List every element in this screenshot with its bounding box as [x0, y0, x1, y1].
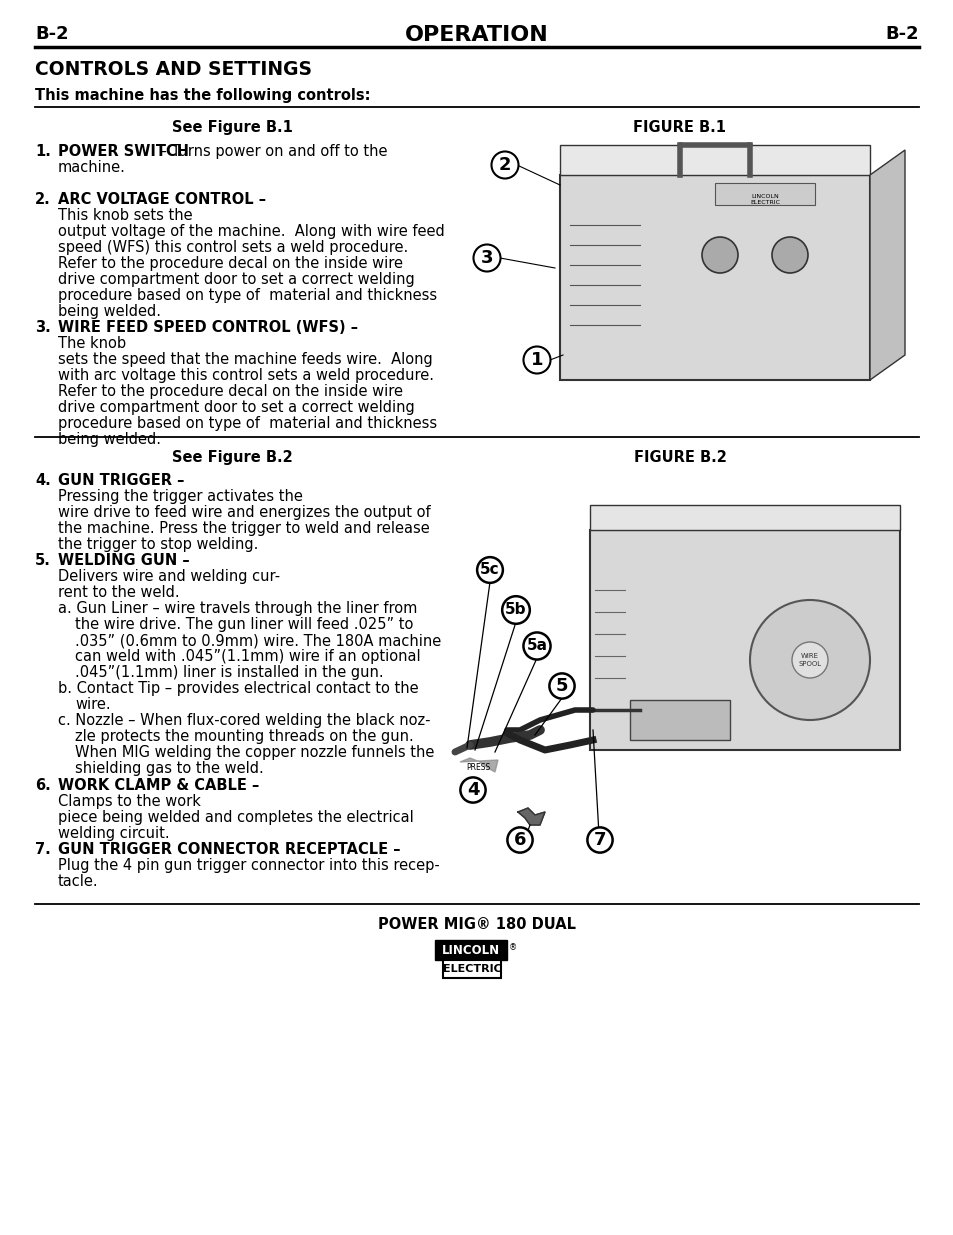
- Circle shape: [791, 642, 827, 678]
- Text: can weld with .045”(1.1mm) wire if an optional: can weld with .045”(1.1mm) wire if an op…: [75, 650, 420, 664]
- FancyBboxPatch shape: [559, 175, 869, 380]
- Text: the wire drive. The gun liner will feed .025” to: the wire drive. The gun liner will feed …: [75, 618, 413, 632]
- Text: rent to the weld.: rent to the weld.: [58, 585, 179, 600]
- Text: WIRE
SPOOL: WIRE SPOOL: [798, 653, 821, 667]
- Polygon shape: [459, 758, 497, 772]
- Text: b. Contact Tip – provides electrical contact to the: b. Contact Tip – provides electrical con…: [58, 680, 418, 697]
- Text: ELECTRIC: ELECTRIC: [442, 965, 501, 974]
- Text: B-2: B-2: [884, 25, 918, 43]
- Text: being welded.: being welded.: [58, 432, 161, 447]
- Text: OPERATION: OPERATION: [405, 25, 548, 44]
- Text: procedure based on type of  material and thickness: procedure based on type of material and …: [58, 288, 436, 303]
- Text: drive compartment door to set a correct welding: drive compartment door to set a correct …: [58, 272, 415, 287]
- Text: 5: 5: [556, 677, 568, 695]
- Text: zle protects the mounting threads on the gun.: zle protects the mounting threads on the…: [75, 729, 414, 743]
- Text: wire.: wire.: [75, 697, 111, 713]
- Text: CONTROLS AND SETTINGS: CONTROLS AND SETTINGS: [35, 61, 312, 79]
- Text: When MIG welding the copper nozzle funnels the: When MIG welding the copper nozzle funne…: [75, 745, 434, 760]
- FancyBboxPatch shape: [435, 940, 506, 960]
- FancyBboxPatch shape: [559, 144, 869, 175]
- Text: 7: 7: [593, 831, 605, 848]
- Circle shape: [749, 600, 869, 720]
- Text: 5.: 5.: [35, 553, 51, 568]
- Text: speed (WFS) this control sets a weld procedure.: speed (WFS) this control sets a weld pro…: [58, 240, 408, 254]
- Text: Pressing the trigger activates the: Pressing the trigger activates the: [58, 489, 302, 504]
- Circle shape: [771, 237, 807, 273]
- FancyBboxPatch shape: [442, 960, 500, 978]
- FancyBboxPatch shape: [629, 700, 729, 740]
- Text: GUN TRIGGER CONNECTOR RECEPTACLE –: GUN TRIGGER CONNECTOR RECEPTACLE –: [58, 842, 400, 857]
- Text: wire drive to feed wire and energizes the output of: wire drive to feed wire and energizes th…: [58, 505, 430, 520]
- Text: output voltage of the machine.  Along with wire feed: output voltage of the machine. Along wit…: [58, 224, 444, 240]
- Text: Clamps to the work: Clamps to the work: [58, 794, 201, 809]
- FancyBboxPatch shape: [589, 530, 899, 750]
- Text: FIGURE B.1: FIGURE B.1: [633, 120, 726, 135]
- FancyBboxPatch shape: [589, 505, 899, 530]
- Text: GUN TRIGGER –: GUN TRIGGER –: [58, 473, 184, 488]
- Text: 4: 4: [466, 781, 478, 799]
- Text: Delivers wire and welding cur-: Delivers wire and welding cur-: [58, 569, 280, 584]
- Text: WORK CLAMP & CABLE –: WORK CLAMP & CABLE –: [58, 778, 259, 793]
- Polygon shape: [517, 808, 544, 825]
- Text: LINCOLN
ELECTRIC: LINCOLN ELECTRIC: [749, 194, 780, 205]
- Text: with arc voltage this control sets a weld procedure.: with arc voltage this control sets a wel…: [58, 368, 434, 383]
- Text: welding circuit.: welding circuit.: [58, 826, 170, 841]
- Text: .045”(1.1mm) liner is installed in the gun.: .045”(1.1mm) liner is installed in the g…: [75, 664, 383, 680]
- Text: .035” (0.6mm to 0.9mm) wire. The 180A machine: .035” (0.6mm to 0.9mm) wire. The 180A ma…: [75, 634, 441, 648]
- Text: Refer to the procedure decal on the inside wire: Refer to the procedure decal on the insi…: [58, 384, 402, 399]
- Text: the trigger to stop welding.: the trigger to stop welding.: [58, 537, 258, 552]
- FancyBboxPatch shape: [714, 183, 814, 205]
- Text: LINCOLN: LINCOLN: [441, 944, 499, 956]
- Text: ARC VOLTAGE CONTROL –: ARC VOLTAGE CONTROL –: [58, 191, 266, 207]
- Text: Refer to the procedure decal on the inside wire: Refer to the procedure decal on the insi…: [58, 256, 402, 270]
- Text: See Figure B.1: See Figure B.1: [172, 120, 293, 135]
- Text: 3: 3: [480, 249, 493, 267]
- Text: FIGURE B.2: FIGURE B.2: [633, 450, 725, 466]
- Circle shape: [701, 237, 738, 273]
- Text: sets the speed that the machine feeds wire.  Along: sets the speed that the machine feeds wi…: [58, 352, 433, 367]
- Text: 5a: 5a: [526, 638, 547, 653]
- Text: being welded.: being welded.: [58, 304, 161, 319]
- Text: 5c: 5c: [479, 562, 499, 578]
- Text: Plug the 4 pin gun trigger connector into this recep-: Plug the 4 pin gun trigger connector int…: [58, 858, 439, 873]
- Text: B-2: B-2: [35, 25, 69, 43]
- Polygon shape: [869, 149, 904, 380]
- Text: POWER MIG® 180 DUAL: POWER MIG® 180 DUAL: [377, 918, 576, 932]
- Text: 7.: 7.: [35, 842, 51, 857]
- Text: POWER SWITCH: POWER SWITCH: [58, 144, 189, 159]
- Text: See Figure B.2: See Figure B.2: [172, 450, 292, 466]
- Text: This machine has the following controls:: This machine has the following controls:: [35, 88, 370, 103]
- Text: This knob sets the: This knob sets the: [58, 207, 193, 224]
- Text: 2: 2: [498, 156, 511, 174]
- Text: tacle.: tacle.: [58, 874, 98, 889]
- Text: 3.: 3.: [35, 320, 51, 335]
- Text: 4.: 4.: [35, 473, 51, 488]
- Text: shielding gas to the weld.: shielding gas to the weld.: [75, 761, 263, 776]
- Text: – Turns power on and off to the: – Turns power on and off to the: [154, 144, 387, 159]
- Text: WELDING GUN –: WELDING GUN –: [58, 553, 190, 568]
- Text: 1: 1: [530, 351, 542, 369]
- Text: 1.: 1.: [35, 144, 51, 159]
- Text: The knob: The knob: [58, 336, 126, 351]
- Text: procedure based on type of  material and thickness: procedure based on type of material and …: [58, 416, 436, 431]
- Text: machine.: machine.: [58, 161, 126, 175]
- Text: ®: ®: [509, 944, 517, 952]
- Text: 6: 6: [514, 831, 526, 848]
- Text: WIRE FEED SPEED CONTROL (WFS) –: WIRE FEED SPEED CONTROL (WFS) –: [58, 320, 357, 335]
- Text: a. Gun Liner – wire travels through the liner from: a. Gun Liner – wire travels through the …: [58, 601, 417, 616]
- Text: 2.: 2.: [35, 191, 51, 207]
- Text: drive compartment door to set a correct welding: drive compartment door to set a correct …: [58, 400, 415, 415]
- Text: c. Nozzle – When flux-cored welding the black noz-: c. Nozzle – When flux-cored welding the …: [58, 713, 430, 727]
- Text: 6.: 6.: [35, 778, 51, 793]
- Text: the machine. Press the trigger to weld and release: the machine. Press the trigger to weld a…: [58, 521, 429, 536]
- Text: 5b: 5b: [505, 603, 526, 618]
- Text: PRESS: PRESS: [465, 763, 490, 772]
- Text: piece being welded and completes the electrical: piece being welded and completes the ele…: [58, 810, 414, 825]
